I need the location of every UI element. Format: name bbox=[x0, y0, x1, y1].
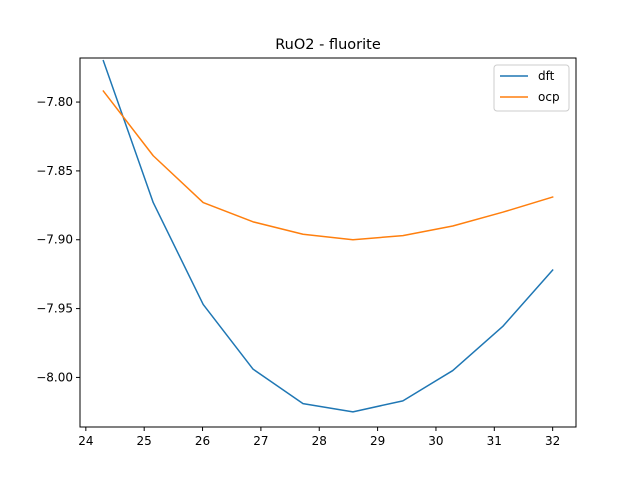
y-tick-label: −7.95 bbox=[36, 302, 73, 316]
plot-frame bbox=[79, 57, 577, 428]
chart-title: RuO2 - fluorite bbox=[275, 37, 381, 53]
legend-label-dft: dft bbox=[538, 69, 555, 83]
x-tick-label: 32 bbox=[545, 434, 560, 448]
legend-box bbox=[493, 64, 570, 112]
y-axis-ticks: −8.00 −7.95 −7.90 −7.85 −7.80 bbox=[36, 95, 80, 384]
x-tick-label: 31 bbox=[487, 434, 502, 448]
y-tick-label: −7.90 bbox=[36, 233, 73, 247]
x-tick-label: 26 bbox=[195, 434, 210, 448]
series-line-ocp bbox=[102, 89, 554, 241]
x-tick-label: 28 bbox=[312, 434, 327, 448]
series-lines bbox=[102, 59, 554, 413]
x-tick-label: 24 bbox=[78, 434, 93, 448]
x-tick-label: 27 bbox=[253, 434, 268, 448]
y-tick-label: −8.00 bbox=[36, 370, 73, 384]
x-axis-ticks: 24 25 26 27 28 29 30 31 32 bbox=[78, 427, 560, 448]
series-line-dft bbox=[102, 59, 554, 413]
x-tick-label: 25 bbox=[137, 434, 152, 448]
x-tick-label: 30 bbox=[428, 434, 443, 448]
y-tick-label: −7.85 bbox=[36, 164, 73, 178]
y-tick-label: −7.80 bbox=[36, 95, 73, 109]
legend-label-ocp: ocp bbox=[538, 90, 560, 104]
legend: dft ocp bbox=[493, 64, 570, 112]
x-tick-label: 29 bbox=[370, 434, 385, 448]
